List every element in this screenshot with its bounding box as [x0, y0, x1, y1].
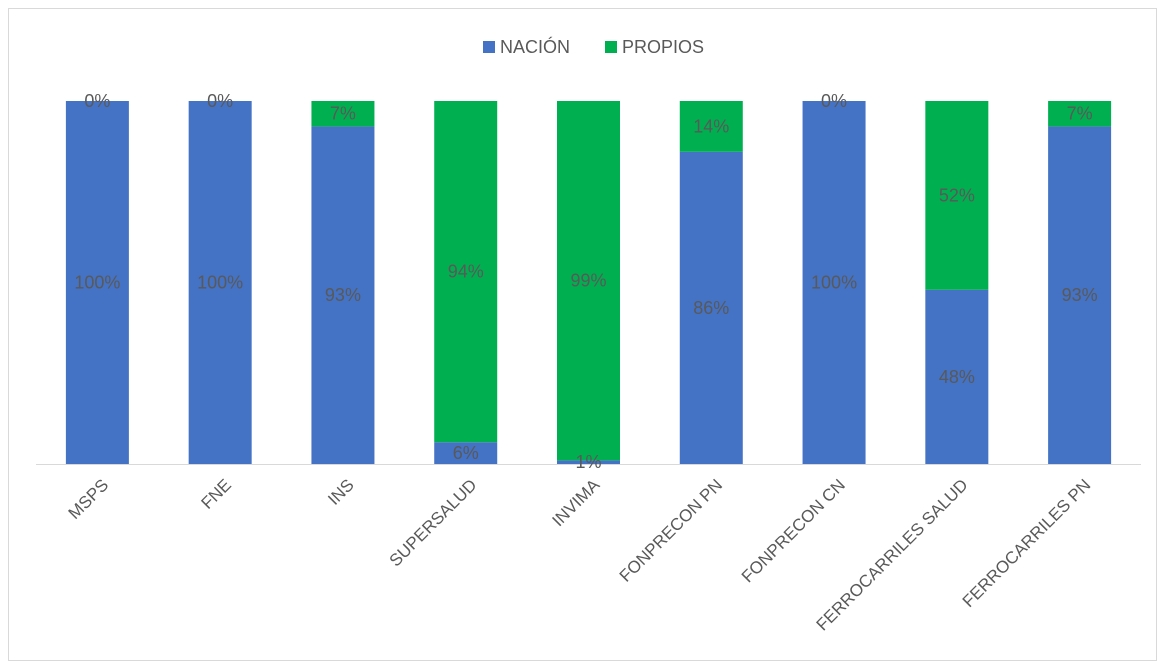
bar-nacion-fne [188, 101, 252, 464]
data-label-propios-msps: 0% [84, 91, 110, 111]
data-label-propios-fonprecon-cn: 0% [821, 91, 847, 111]
x-axis-tick-labels: MSPS FNE INS SUPERSALUD INVIMA FONPRECON PN FO… [65, 475, 1095, 635]
data-label-nacion-supersalud: 6% [453, 443, 479, 463]
bar-nacion-supersalud [434, 442, 498, 464]
legend: NACIÓN PROPIOS [483, 36, 704, 57]
x-tick-label-ferrocarriles-pn: FERROCARRILES PN [959, 475, 1095, 611]
legend-label-nacion: NACIÓN [500, 36, 570, 57]
bars [65, 101, 1112, 464]
legend-swatch-nacion [483, 41, 495, 53]
bar-propios-ferrocarriles-pn [1048, 101, 1112, 127]
bar-nacion-ins [311, 126, 375, 464]
x-tick-label-invima: INVIMA [548, 475, 603, 530]
legend-swatch-propios [605, 41, 617, 53]
bar-nacion-msps [65, 101, 129, 464]
legend-label-propios: PROPIOS [622, 37, 704, 57]
data-label-propios-ferrocarriles-salud: 52% [939, 185, 975, 205]
x-tick-label-supersalud: SUPERSALUD [386, 475, 481, 570]
data-label-nacion-fne: 100% [197, 273, 243, 293]
bar-propios-ins [311, 101, 375, 127]
data-labels: 100% 0% 100% 0% 93% 7% 6% 94% 1% 99% 86% 14% 100% 0% 4… [74, 91, 1097, 472]
x-tick-label-fonprecon-cn: FONPRECON CN [738, 475, 849, 586]
data-label-nacion-invima: 1% [575, 452, 601, 472]
legend-item-nacion: NACIÓN [483, 36, 570, 57]
x-tick-label-msps: MSPS [65, 475, 113, 523]
bar-propios-supersalud [434, 101, 498, 443]
bar-nacion-ferrocarriles-salud [925, 289, 989, 464]
bar-propios-fonprecon-pn [679, 101, 743, 152]
bar-propios-invima [557, 101, 620, 461]
data-label-propios-ferrocarriles-pn: 7% [1067, 104, 1093, 124]
chart-area: NACIÓN PROPIOS MSPS FNE INS SUPERSALUD INVIMA… [8, 8, 1157, 661]
bar-propios-ferrocarriles-salud [925, 101, 989, 290]
stacked-bar-chart: NACIÓN PROPIOS MSPS FNE INS SUPERSALUD INVIMA… [36, 36, 1141, 635]
x-tick-label-ins: INS [324, 475, 357, 508]
data-label-nacion-ferrocarriles-pn: 93% [1062, 285, 1098, 305]
data-label-propios-fne: 0% [207, 91, 233, 111]
legend-item-propios: PROPIOS [605, 37, 704, 57]
data-label-propios-invima: 99% [570, 271, 606, 291]
data-label-nacion-ferrocarriles-salud: 48% [939, 367, 975, 387]
data-label-propios-ins: 7% [330, 104, 356, 124]
data-label-nacion-fonprecon-cn: 100% [811, 273, 857, 293]
bar-nacion-ferrocarriles-pn [1048, 126, 1112, 464]
data-label-propios-fonprecon-pn: 14% [693, 116, 729, 136]
bar-nacion-fonprecon-pn [679, 151, 743, 464]
data-label-nacion-fonprecon-pn: 86% [693, 298, 729, 318]
x-tick-label-fonprecon-pn: FONPRECON PN [616, 475, 726, 585]
data-label-nacion-ins: 93% [325, 285, 361, 305]
data-label-nacion-msps: 100% [74, 273, 120, 293]
x-tick-label-fne: FNE [198, 475, 235, 512]
bar-nacion-invima [557, 460, 620, 464]
bar-nacion-fonprecon-cn [802, 101, 866, 464]
data-label-propios-supersalud: 94% [448, 262, 484, 282]
